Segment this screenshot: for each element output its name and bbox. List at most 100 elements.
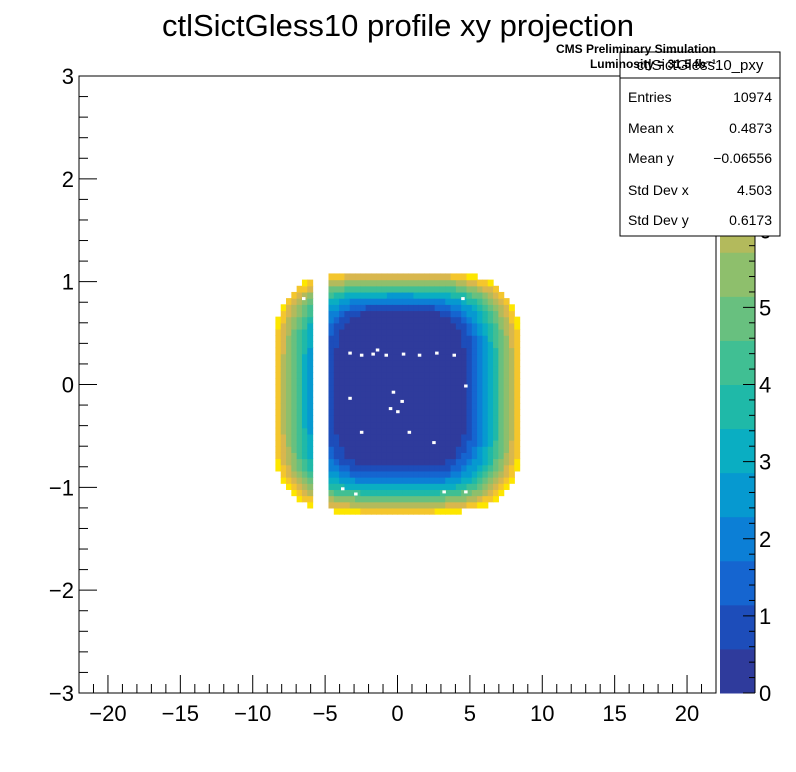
heatmap-cell	[439, 316, 446, 324]
heatmap-cell	[424, 495, 430, 503]
heatmap-cell	[434, 409, 441, 416]
heatmap-cell	[514, 403, 521, 410]
heatmap-cell	[487, 298, 494, 305]
heatmap-cell	[370, 279, 377, 287]
heatmap-cell	[386, 384, 393, 392]
heatmap-cell	[477, 440, 484, 447]
heatmap-cell	[477, 285, 484, 293]
heatmap-cell	[370, 298, 377, 305]
heatmap-cell	[445, 421, 452, 429]
heatmap-cell	[286, 298, 292, 305]
heatmap-cell	[498, 353, 505, 361]
heatmap-cell	[493, 378, 499, 386]
heatmap-cell	[439, 347, 446, 355]
heatmap-cell	[450, 501, 457, 509]
heatmap-cell	[296, 452, 303, 460]
heatmap-cell	[429, 433, 436, 441]
heatmap-cell	[333, 322, 340, 330]
heatmap-cell	[477, 304, 484, 312]
heatmap-cell	[493, 495, 499, 503]
heatmap-cell	[355, 335, 361, 342]
heatmap-cell	[344, 365, 351, 373]
heatmap-cell	[413, 421, 420, 429]
heatmap-cell	[370, 409, 377, 416]
heatmap-cell	[461, 415, 468, 423]
heatmap-cell	[381, 279, 388, 287]
heatmap-cell	[355, 433, 361, 441]
heatmap-cell	[333, 335, 340, 342]
heatmap-cell	[355, 384, 361, 392]
heatmap-cell	[370, 304, 377, 312]
heatmap-cell	[455, 458, 462, 466]
heatmap-cell	[424, 390, 430, 398]
heatmap-cell	[307, 384, 314, 392]
heatmap-cell	[344, 285, 351, 293]
heatmap-cell	[402, 433, 409, 441]
heatmap-cell	[296, 409, 303, 416]
heatmap-cell	[450, 378, 457, 386]
heatmap-cell	[333, 365, 340, 373]
x-tick-label: 15	[602, 701, 626, 726]
heatmap-cell	[477, 483, 484, 490]
heatmap-cell	[424, 322, 430, 330]
heatmap-cell	[344, 470, 351, 478]
heatmap-cell	[280, 353, 287, 361]
heatmap-cell	[408, 322, 415, 330]
heatmap-cell	[408, 291, 415, 299]
heatmap-cell	[471, 372, 478, 379]
heatmap-cell	[402, 427, 409, 435]
heatmap-cell	[402, 322, 409, 330]
heatmap-cell	[307, 470, 314, 478]
heatmap-cell	[418, 273, 425, 281]
heatmap-cell	[493, 316, 499, 324]
heatmap-cell	[498, 328, 505, 336]
heatmap-cell	[296, 341, 303, 349]
heatmap-cell	[360, 489, 367, 497]
y-tick-label: −1	[49, 475, 74, 500]
heatmap-cell	[365, 328, 372, 336]
heatmap-cell	[514, 464, 521, 472]
heatmap-cell	[471, 446, 478, 453]
heatmap-cell	[386, 470, 393, 478]
heatmap-cell	[286, 470, 292, 478]
heatmap-cell	[450, 365, 457, 373]
heatmap-cell	[355, 390, 361, 398]
heatmap-cell	[434, 365, 441, 373]
heatmap-cell	[493, 322, 499, 330]
heatmap-cell	[339, 328, 346, 336]
heatmap-cell	[493, 390, 499, 398]
heatmap-cell	[355, 298, 361, 305]
heatmap-cell	[487, 403, 494, 410]
heatmap-cell	[301, 403, 308, 410]
empty-bin	[464, 384, 468, 388]
heatmap-cell	[339, 433, 346, 441]
heatmap-cell	[503, 322, 510, 330]
heatmap-cell	[397, 470, 404, 478]
heatmap-cell	[381, 384, 388, 392]
heatmap-cell	[370, 446, 377, 453]
heatmap-cell	[370, 316, 377, 324]
heatmap-cell	[413, 409, 420, 416]
heatmap-cell	[471, 477, 478, 484]
heatmap-cell	[392, 470, 399, 478]
heatmap-cell	[487, 347, 494, 355]
heatmap-cell	[328, 470, 335, 478]
heatmap-cell	[392, 440, 399, 447]
heatmap-cell	[424, 464, 430, 472]
heatmap-cell	[355, 372, 361, 379]
heatmap-cell	[429, 347, 436, 355]
heatmap-cell	[286, 427, 292, 435]
heatmap-cell	[365, 415, 372, 423]
heatmap-cell	[296, 353, 303, 361]
heatmap-cell	[408, 365, 415, 373]
heatmap-cell	[339, 427, 346, 435]
heatmap-cell	[397, 384, 404, 392]
heatmap-cell	[503, 403, 510, 410]
heatmap-cell	[461, 372, 468, 379]
heatmap-cell	[349, 403, 356, 410]
heatmap-cell	[291, 421, 298, 429]
heatmap-cell	[376, 365, 383, 373]
heatmap-cell	[344, 273, 351, 281]
heatmap-cell	[498, 483, 505, 490]
heatmap-cell	[397, 421, 404, 429]
